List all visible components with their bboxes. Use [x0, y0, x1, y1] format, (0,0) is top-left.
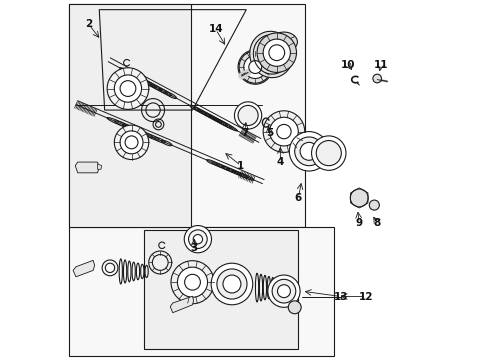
Text: 13: 13	[333, 292, 348, 302]
Circle shape	[263, 39, 290, 66]
Bar	[69, 4, 305, 226]
Circle shape	[316, 140, 341, 166]
Circle shape	[114, 125, 148, 159]
Circle shape	[177, 267, 207, 297]
Circle shape	[349, 189, 367, 207]
Text: 7: 7	[240, 129, 248, 138]
Polygon shape	[97, 164, 102, 169]
Text: 14: 14	[208, 24, 223, 35]
Circle shape	[238, 105, 258, 126]
Circle shape	[276, 125, 290, 139]
Circle shape	[171, 261, 214, 304]
Circle shape	[271, 279, 295, 303]
Ellipse shape	[270, 32, 297, 52]
Circle shape	[107, 68, 148, 109]
Text: 8: 8	[373, 218, 380, 228]
Circle shape	[193, 234, 202, 244]
Circle shape	[372, 74, 381, 83]
Circle shape	[287, 301, 301, 314]
Circle shape	[294, 137, 323, 166]
Circle shape	[289, 132, 328, 171]
Text: 10: 10	[341, 60, 355, 70]
Circle shape	[211, 263, 252, 305]
Polygon shape	[170, 296, 193, 313]
Circle shape	[238, 50, 272, 84]
Circle shape	[257, 33, 296, 72]
Circle shape	[217, 269, 246, 299]
Circle shape	[244, 55, 266, 78]
Circle shape	[268, 45, 284, 60]
Circle shape	[368, 200, 379, 210]
Text: 1: 1	[237, 161, 244, 171]
Polygon shape	[73, 260, 94, 277]
Bar	[144, 230, 298, 348]
Text: 2: 2	[85, 19, 92, 29]
Circle shape	[223, 275, 241, 293]
Bar	[69, 4, 190, 226]
Text: 5: 5	[265, 129, 273, 138]
Circle shape	[300, 142, 317, 160]
Circle shape	[277, 285, 290, 298]
Text: 12: 12	[359, 292, 373, 302]
Circle shape	[234, 102, 261, 129]
Text: 11: 11	[373, 60, 387, 70]
Polygon shape	[75, 162, 99, 173]
Circle shape	[263, 111, 304, 152]
Bar	[69, 226, 333, 356]
Text: 6: 6	[294, 193, 301, 203]
Text: 3: 3	[190, 243, 198, 253]
Text: 9: 9	[355, 218, 362, 228]
Text: 4: 4	[276, 157, 284, 167]
Circle shape	[188, 230, 207, 248]
Circle shape	[248, 60, 261, 73]
Circle shape	[269, 117, 298, 146]
Circle shape	[120, 131, 142, 154]
Circle shape	[267, 275, 300, 307]
Circle shape	[311, 136, 346, 170]
Circle shape	[184, 274, 200, 290]
Circle shape	[125, 136, 138, 149]
Circle shape	[145, 103, 160, 117]
Circle shape	[239, 51, 271, 83]
Ellipse shape	[249, 31, 292, 78]
Circle shape	[114, 75, 142, 102]
Circle shape	[120, 81, 136, 96]
Circle shape	[184, 226, 211, 253]
Circle shape	[152, 255, 168, 270]
